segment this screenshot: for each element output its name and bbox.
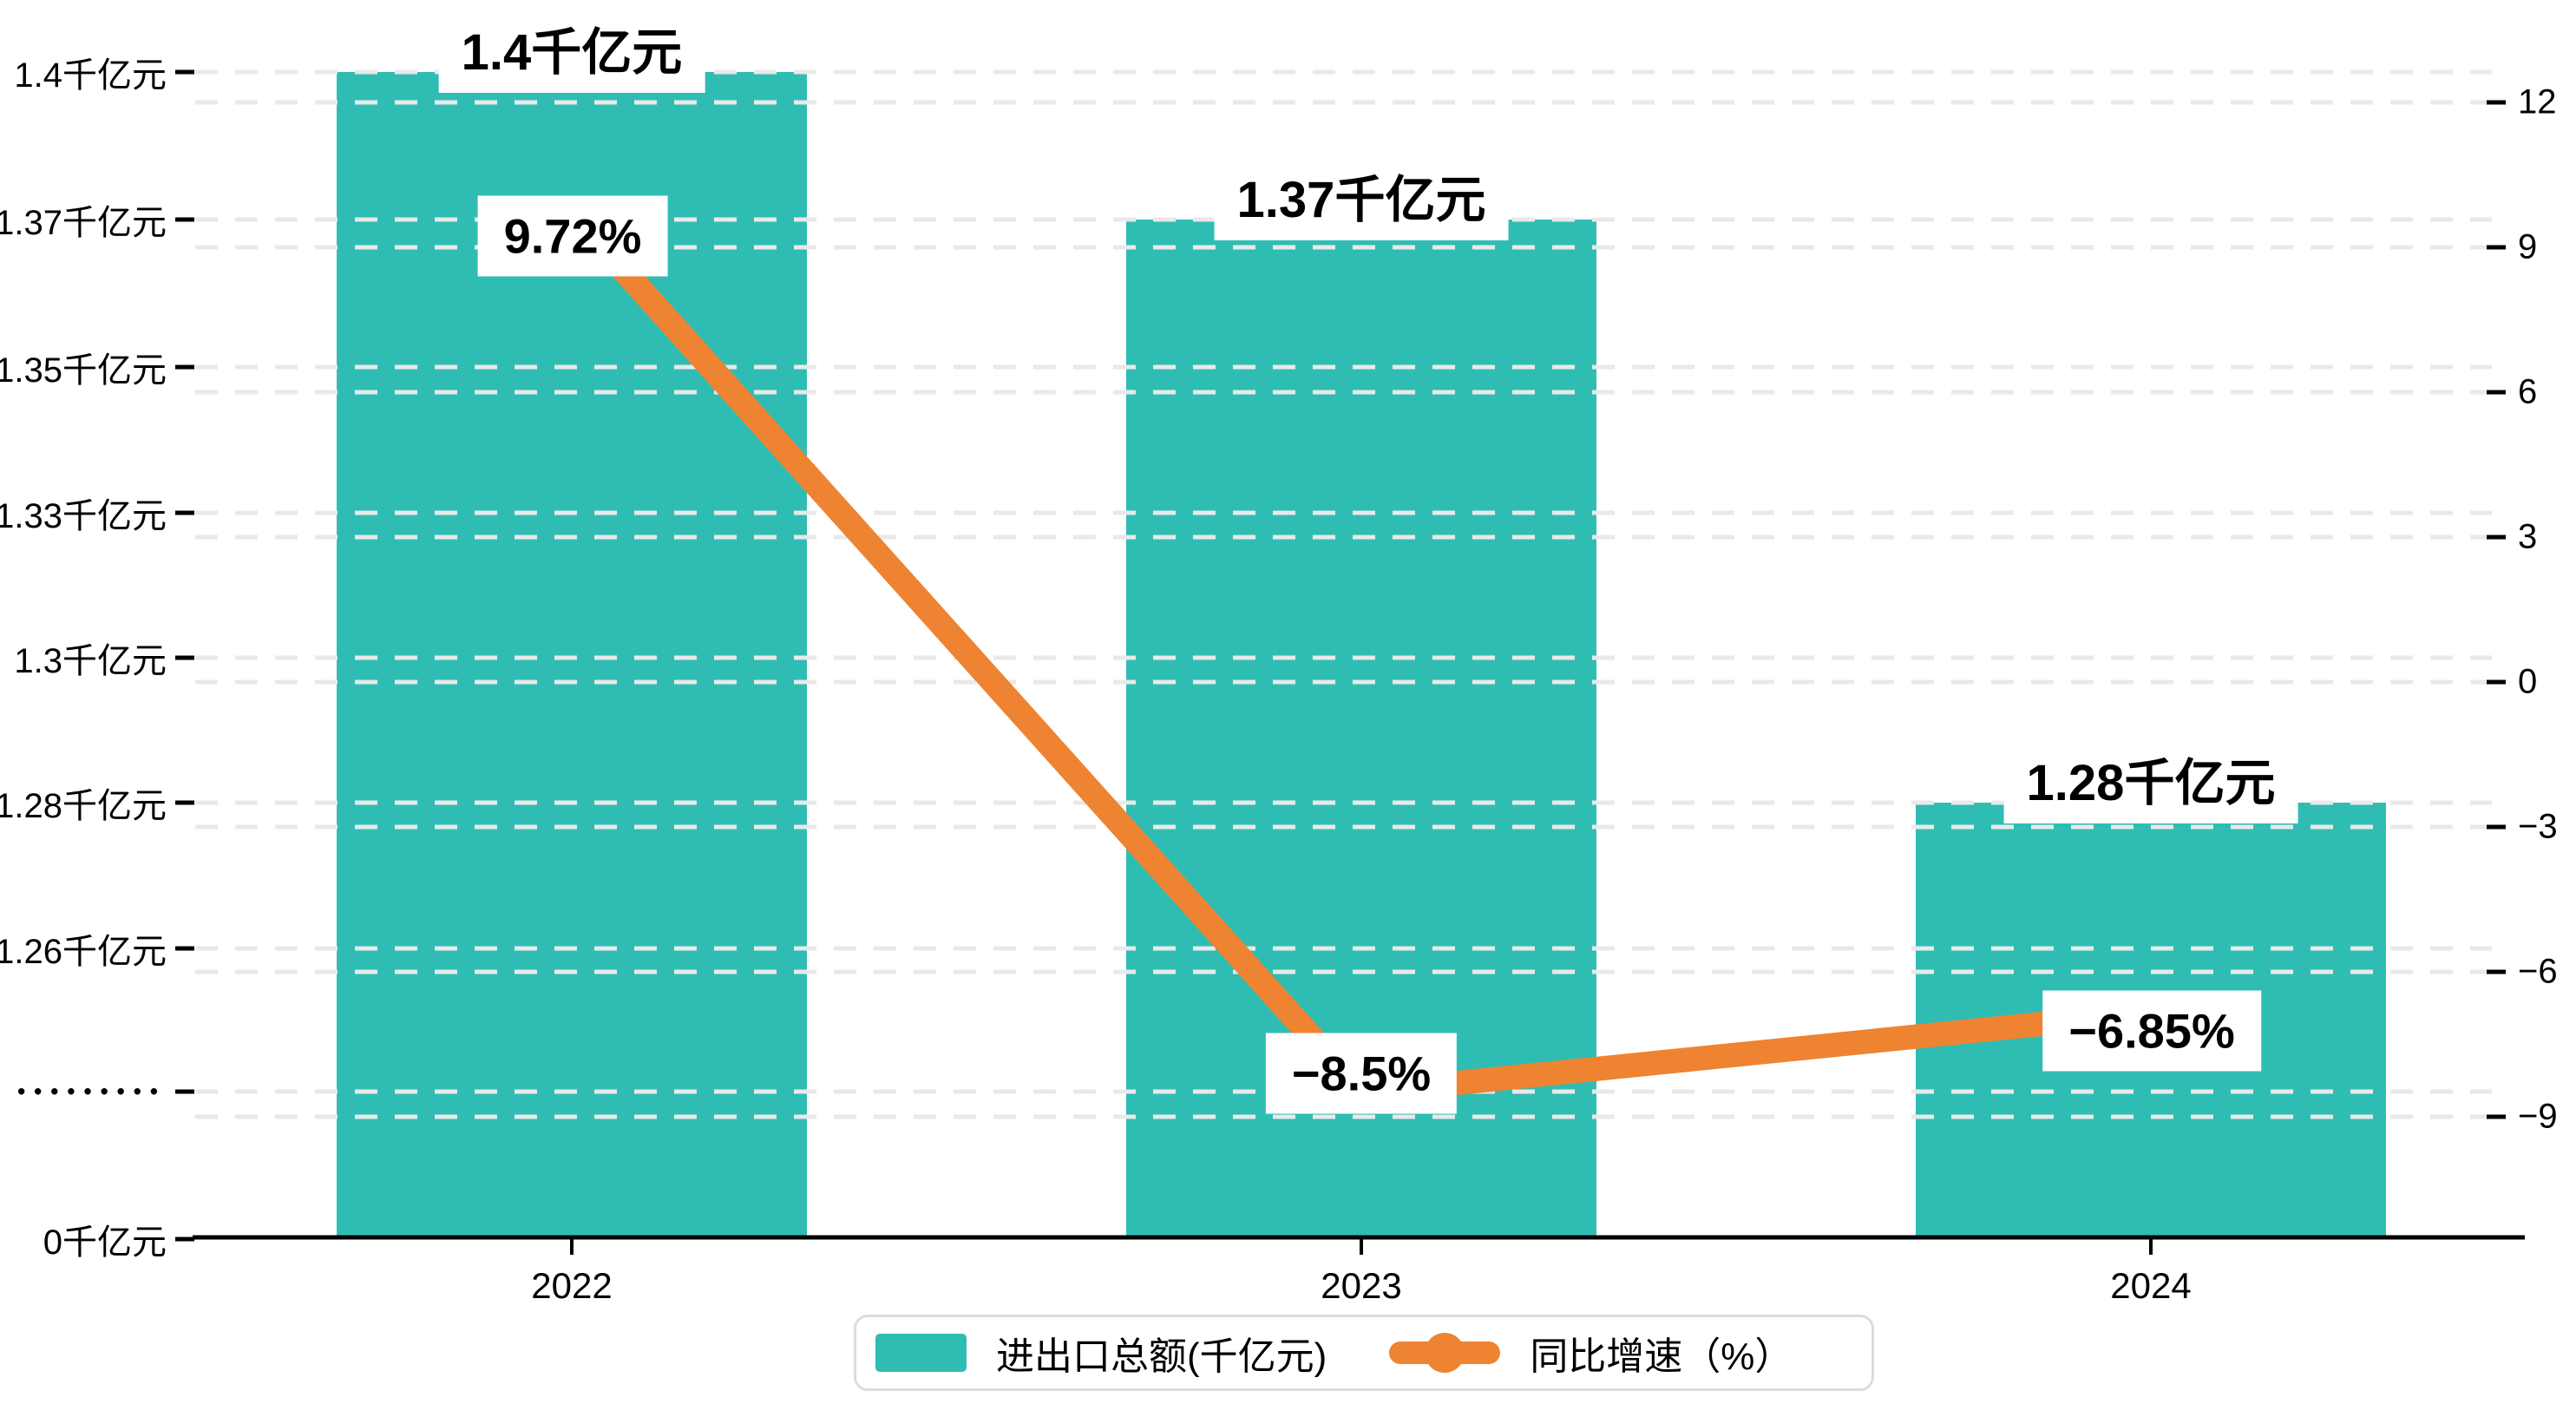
x-tick-label-2024: 2024 — [2110, 1265, 2192, 1306]
bar-series-swatch-icon — [875, 1334, 967, 1372]
legend-line-label: 同比增速（%） — [1530, 1335, 1793, 1378]
legend-bar-label: 进出口总额(千亿元) — [996, 1335, 1327, 1378]
left-axis-label: 0千亿元 — [43, 1223, 167, 1262]
legend-item-bar-series[interactable]: 进出口总额(千亿元) — [875, 1325, 1327, 1381]
legend: 进出口总额(千亿元) 同比增速（%） — [854, 1315, 1874, 1391]
right-axis-label: 0 — [2518, 662, 2538, 701]
left-axis-label: 1.26千亿元 — [0, 933, 167, 971]
left-axis-label: 1.4千亿元 — [14, 56, 167, 95]
bar-label-2023: 1.37千亿元 — [1214, 150, 1509, 240]
x-tick-label-2023: 2023 — [1321, 1265, 1402, 1306]
right-axis-label: −3 — [2518, 807, 2558, 846]
right-axis-label: 3 — [2518, 517, 2538, 556]
bar-label-2022: 1.4千亿元 — [438, 3, 705, 93]
right-axis-label: −9 — [2518, 1097, 2558, 1136]
legend-item-line-series[interactable]: 同比增速（%） — [1389, 1325, 1793, 1381]
left-axis-label: ••••••••• — [17, 1078, 167, 1105]
growth-label-2024: −6.85% — [2042, 990, 2261, 1072]
left-axis-label: 1.28千亿元 — [0, 787, 167, 825]
right-axis-label: −6 — [2518, 952, 2558, 991]
left-axis-label: 1.37千亿元 — [0, 204, 167, 242]
left-axis-label: 1.33千亿元 — [0, 497, 167, 535]
line-series-marker-icon — [1389, 1332, 1501, 1374]
growth-label-2022: 9.72% — [477, 195, 668, 277]
growth-label-2023: −8.5% — [1265, 1033, 1458, 1114]
line-marker-dot — [1425, 1333, 1465, 1373]
right-axis-label: 6 — [2518, 372, 2538, 411]
x-tick-label-2022: 2022 — [531, 1265, 613, 1306]
right-axis-label: 9 — [2518, 227, 2538, 266]
right-axis-label: 12 — [2518, 82, 2557, 121]
left-axis-label: 1.35千亿元 — [0, 351, 167, 390]
left-axis-label: 1.3千亿元 — [14, 642, 167, 680]
bar-label-2024: 1.28千亿元 — [2003, 733, 2298, 823]
